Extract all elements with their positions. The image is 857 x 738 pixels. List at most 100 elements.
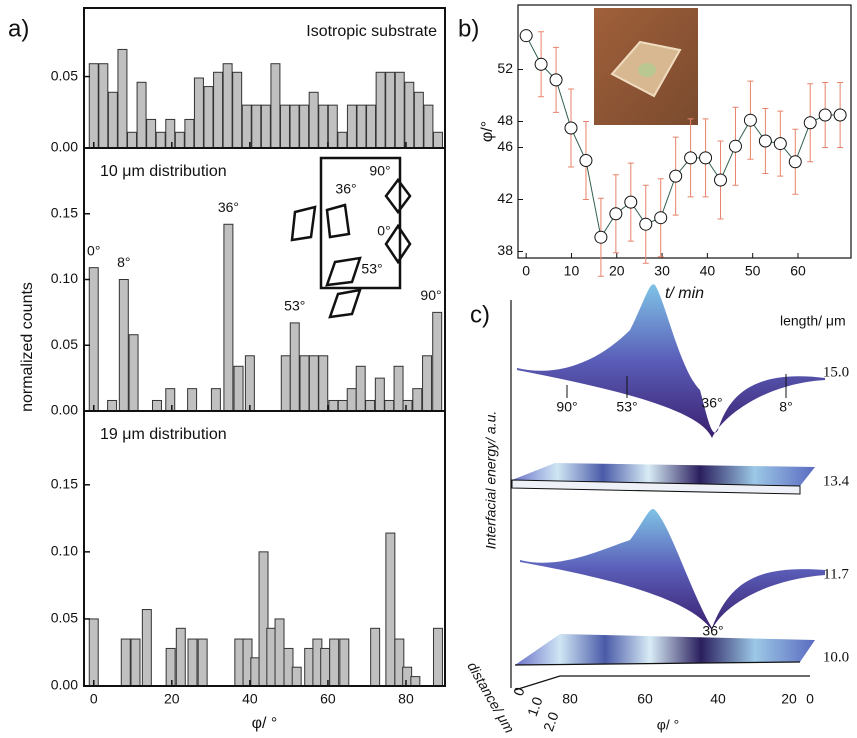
bar <box>152 400 161 411</box>
bar <box>156 132 165 148</box>
x-tick-label: 60 <box>637 691 653 707</box>
bar <box>414 92 423 148</box>
x-tick-label: 40 <box>242 691 258 707</box>
bar <box>235 639 244 686</box>
point <box>685 152 697 164</box>
bar <box>328 105 337 148</box>
surface-plot <box>511 284 825 690</box>
panel-label: c) <box>470 301 490 328</box>
bar <box>375 378 384 411</box>
bar <box>403 667 412 686</box>
bar <box>89 64 98 148</box>
y-tick-label: 42 <box>497 190 513 206</box>
point <box>804 117 816 129</box>
length-label: 10.0 <box>823 649 849 665</box>
point <box>625 196 637 208</box>
x-axis-label: φ/ ° <box>657 717 679 733</box>
bar <box>129 335 138 411</box>
x-tick-label: 0 <box>806 691 814 707</box>
surface-label: 36° <box>701 395 722 411</box>
bar <box>309 356 318 411</box>
bar <box>166 119 175 148</box>
point <box>580 154 592 166</box>
x-tick-label: 0 <box>90 691 98 707</box>
point <box>550 74 562 86</box>
bar <box>234 366 243 411</box>
panel-title: 19 μm distribution <box>100 426 227 443</box>
bar <box>338 400 347 411</box>
bar <box>347 105 356 148</box>
point <box>819 109 831 121</box>
bar <box>128 132 137 148</box>
bar <box>108 400 117 411</box>
bar <box>403 400 412 411</box>
bar <box>347 389 356 411</box>
y-axis-label: normalized counts <box>19 282 36 412</box>
x-tick-label: 80 <box>398 691 414 707</box>
y-tick-label: 0.00 <box>51 139 78 155</box>
y-tick-label: 0.00 <box>51 677 78 693</box>
bar <box>290 105 299 148</box>
bar <box>385 400 394 411</box>
bar <box>194 78 203 148</box>
y-tick-label: 0.05 <box>51 336 78 352</box>
point <box>655 212 667 224</box>
x-tick-label: 10 <box>564 263 580 279</box>
bar <box>433 312 442 411</box>
bar <box>284 648 293 686</box>
bar <box>166 389 175 411</box>
x-tick-label: 80 <box>562 691 578 707</box>
x-tick-label: 60 <box>320 691 336 707</box>
y-tick-label: 52 <box>497 60 513 76</box>
bar <box>267 628 276 686</box>
bar <box>424 105 433 148</box>
bar <box>245 356 254 411</box>
point <box>789 156 801 168</box>
bar <box>433 628 442 686</box>
bar <box>367 105 376 148</box>
annotation: 0° <box>87 242 100 258</box>
x-tick-label: 40 <box>700 263 716 279</box>
annotation: 8° <box>117 254 130 270</box>
point <box>759 135 771 147</box>
x-tick-label: 20 <box>781 691 797 707</box>
y-tick-label: 0.15 <box>51 475 78 491</box>
y-tick-label: 0.10 <box>51 543 78 559</box>
bar <box>330 639 339 686</box>
length-label: 11.7 <box>823 566 849 582</box>
panel-label: a) <box>8 15 29 42</box>
point <box>834 109 846 121</box>
x-tick-label: 20 <box>609 263 625 279</box>
annotation: 53° <box>284 298 305 314</box>
x-tick-label: 20 <box>164 691 180 707</box>
point <box>700 152 712 164</box>
bar <box>261 105 270 148</box>
y-axis-label: Interfacial energy/ a.u. <box>483 411 499 550</box>
panel-label: b) <box>458 15 479 42</box>
inset-label: 0° <box>377 223 390 239</box>
length-label: 13.4 <box>823 473 850 489</box>
bar <box>433 132 442 148</box>
x-tick-label: 0 <box>522 263 530 279</box>
x-tick-label: 60 <box>790 263 806 279</box>
point <box>520 30 532 42</box>
bar <box>319 356 328 411</box>
point <box>715 174 727 186</box>
bar <box>271 64 280 148</box>
bar <box>366 400 375 411</box>
bar <box>329 400 338 411</box>
bar <box>357 105 366 148</box>
bar <box>214 72 223 148</box>
bar <box>338 132 347 148</box>
bar <box>204 87 213 148</box>
bar <box>411 677 420 686</box>
surface-label: 36° <box>702 623 723 639</box>
bar <box>142 610 151 686</box>
bar <box>386 533 395 686</box>
bar <box>340 639 349 686</box>
depth-tick-label: 2.0 <box>540 709 562 733</box>
surface-label: 53° <box>616 399 637 415</box>
bar <box>281 105 290 148</box>
panel-title: Isotropic substrate <box>306 23 437 40</box>
bar <box>121 639 130 686</box>
